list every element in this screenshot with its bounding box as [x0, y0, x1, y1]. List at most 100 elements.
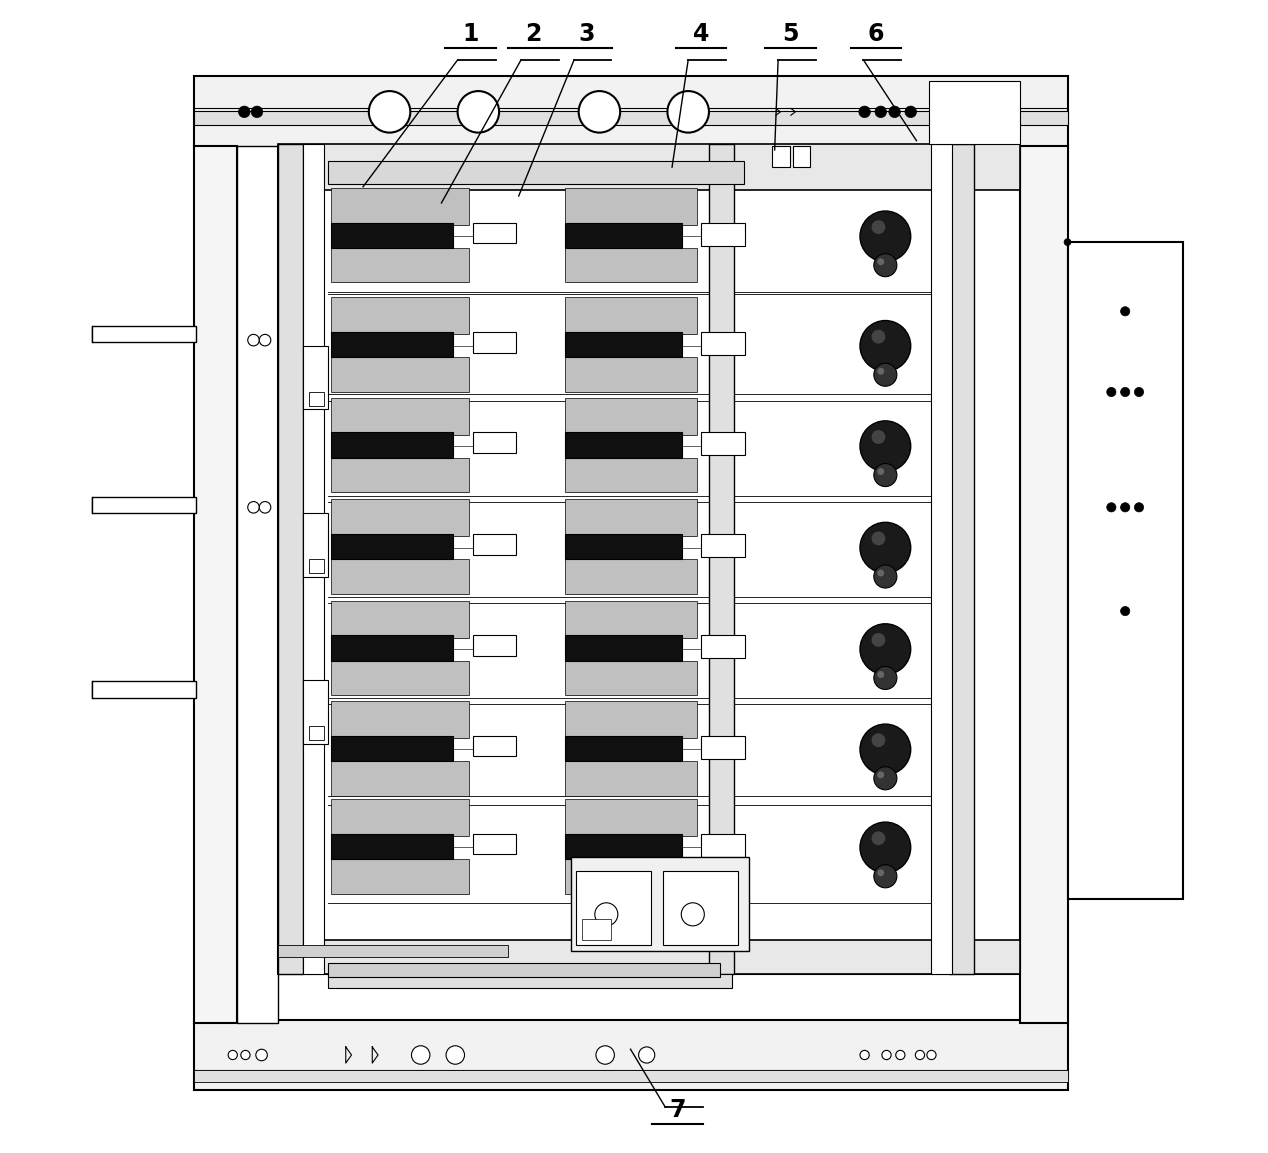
Bar	[564, 432, 681, 458]
Circle shape	[889, 106, 900, 118]
Bar	[564, 559, 697, 594]
Circle shape	[860, 421, 910, 472]
Bar	[701, 736, 744, 759]
Bar	[564, 601, 697, 638]
Circle shape	[1121, 307, 1130, 316]
Bar	[564, 701, 697, 738]
Bar	[564, 635, 681, 661]
Bar	[278, 146, 1021, 974]
Circle shape	[883, 1050, 891, 1060]
Circle shape	[1135, 387, 1144, 397]
Bar	[331, 661, 469, 695]
Text: 6: 6	[867, 22, 884, 46]
Circle shape	[877, 258, 884, 265]
Circle shape	[895, 1050, 905, 1060]
Bar	[1021, 146, 1068, 1023]
Circle shape	[927, 1050, 936, 1060]
Circle shape	[1135, 503, 1144, 512]
Text: 2: 2	[525, 22, 541, 46]
Circle shape	[251, 106, 262, 118]
Bar	[278, 144, 1021, 190]
Circle shape	[860, 822, 910, 873]
Bar	[331, 799, 469, 836]
Bar	[331, 701, 469, 738]
Circle shape	[667, 91, 709, 133]
Bar	[792, 146, 810, 167]
Circle shape	[877, 468, 884, 475]
Bar	[948, 144, 974, 974]
Bar	[701, 635, 744, 658]
Circle shape	[1064, 239, 1071, 246]
Bar	[331, 761, 469, 796]
Bar	[564, 834, 681, 859]
Circle shape	[860, 321, 910, 371]
Bar	[331, 223, 453, 248]
Text: 3: 3	[578, 22, 595, 46]
Circle shape	[412, 1046, 430, 1064]
Circle shape	[877, 368, 884, 375]
Circle shape	[858, 106, 870, 118]
Bar	[473, 834, 516, 854]
Circle shape	[874, 767, 896, 790]
Bar	[577, 871, 652, 945]
Bar	[331, 357, 469, 392]
Circle shape	[1121, 387, 1130, 397]
Bar	[473, 736, 516, 756]
Bar	[303, 346, 328, 409]
Circle shape	[860, 211, 910, 262]
Bar	[772, 146, 790, 167]
Bar	[701, 534, 744, 557]
Bar	[701, 432, 744, 455]
Text: 7: 7	[670, 1098, 686, 1122]
Circle shape	[860, 1050, 869, 1060]
Bar	[571, 857, 749, 951]
Bar	[93, 326, 195, 342]
Circle shape	[871, 733, 885, 747]
Circle shape	[259, 502, 271, 513]
Bar	[331, 432, 453, 458]
Bar	[331, 188, 469, 225]
Circle shape	[871, 633, 885, 647]
Bar	[473, 635, 516, 656]
Circle shape	[871, 330, 885, 344]
Bar	[194, 76, 1068, 148]
Bar	[564, 188, 697, 225]
Bar	[564, 398, 697, 435]
Bar	[564, 499, 697, 536]
Bar	[331, 635, 453, 661]
Circle shape	[241, 1050, 250, 1060]
Circle shape	[875, 106, 886, 118]
Bar	[278, 144, 303, 974]
Bar	[473, 332, 516, 353]
Bar	[331, 499, 469, 536]
Circle shape	[874, 565, 896, 588]
Bar	[701, 834, 744, 857]
Circle shape	[905, 106, 917, 118]
Circle shape	[1107, 387, 1116, 397]
Bar	[564, 332, 681, 357]
Bar	[331, 458, 469, 492]
Bar	[582, 919, 611, 940]
Text: 4: 4	[692, 22, 709, 46]
Circle shape	[256, 1049, 268, 1061]
Circle shape	[238, 106, 250, 118]
Bar	[564, 297, 697, 334]
Bar	[194, 1070, 1068, 1082]
Bar	[309, 392, 323, 406]
Bar	[701, 223, 744, 246]
Bar	[331, 834, 453, 859]
Circle shape	[596, 1046, 615, 1064]
Bar	[701, 332, 744, 355]
Circle shape	[871, 430, 885, 444]
Bar	[564, 736, 681, 761]
Bar	[309, 726, 323, 740]
Bar	[328, 963, 720, 977]
Bar	[564, 223, 681, 248]
Bar	[331, 297, 469, 334]
Circle shape	[595, 903, 618, 926]
Circle shape	[874, 666, 896, 689]
Bar	[564, 248, 697, 282]
Circle shape	[369, 91, 411, 133]
Bar	[331, 534, 453, 559]
Circle shape	[1121, 606, 1130, 616]
